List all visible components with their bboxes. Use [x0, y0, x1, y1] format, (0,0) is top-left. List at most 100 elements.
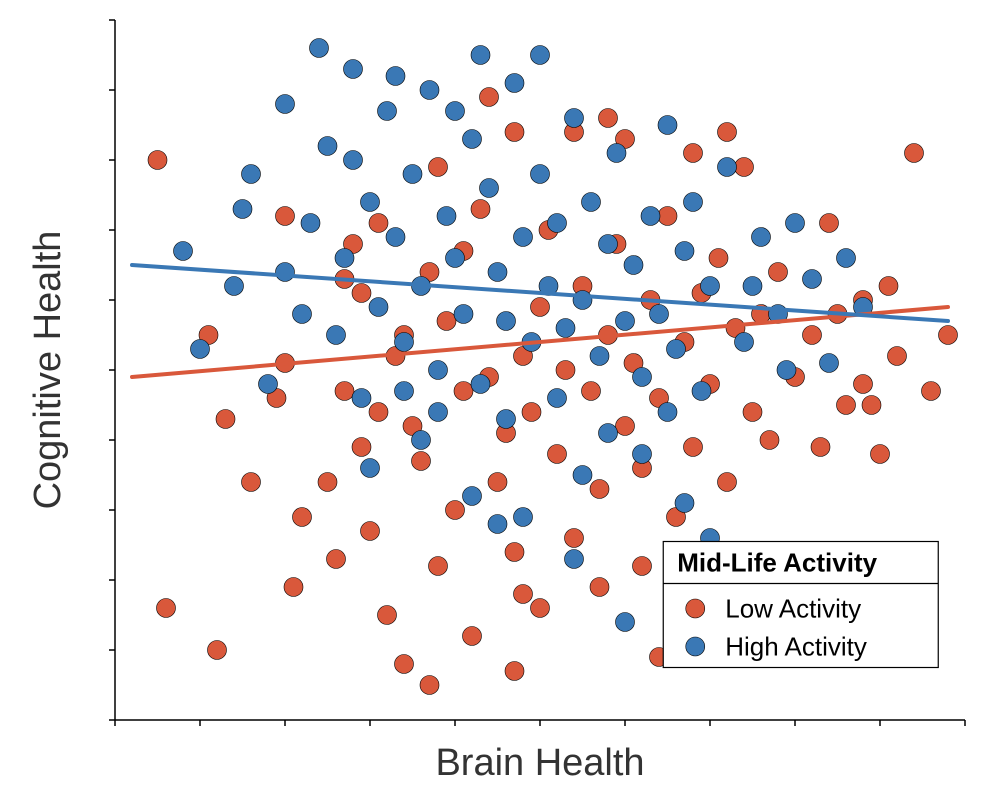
data-point [420, 81, 439, 100]
data-point [718, 473, 737, 492]
data-point [820, 354, 839, 373]
data-point [684, 438, 703, 457]
legend: Mid-Life Activity Low Activity High Activi… [663, 542, 938, 668]
x-axis-label: Brain Health [435, 742, 644, 784]
data-point [369, 403, 388, 422]
data-point [276, 263, 295, 282]
data-point [599, 424, 618, 443]
data-point [369, 298, 388, 317]
data-point [395, 382, 414, 401]
data-point [837, 396, 856, 415]
data-point [743, 277, 762, 296]
data-point [607, 144, 626, 163]
data-point [769, 263, 788, 282]
data-point [276, 95, 295, 114]
data-point [514, 508, 533, 527]
data-point [488, 515, 507, 534]
data-point [242, 473, 261, 492]
data-point [386, 67, 405, 86]
data-point [531, 165, 550, 184]
chart-svg: Brain Health Cognitive Health Mid-Life Act… [0, 0, 1000, 805]
data-point [454, 382, 473, 401]
legend-label: High Activity [725, 632, 867, 662]
data-point [463, 487, 482, 506]
data-point [573, 291, 592, 310]
data-point [531, 298, 550, 317]
legend-label: Low Activity [725, 594, 861, 624]
data-point [573, 466, 592, 485]
data-point [922, 382, 941, 401]
data-point [752, 228, 771, 247]
data-point [556, 319, 575, 338]
data-point [293, 508, 312, 527]
data-point [505, 123, 524, 142]
data-point [225, 277, 244, 296]
data-point [565, 550, 584, 569]
data-point [777, 361, 796, 380]
data-point [658, 403, 677, 422]
data-point [378, 102, 397, 121]
data-point [446, 249, 465, 268]
data-point [692, 382, 711, 401]
data-point [548, 214, 567, 233]
legend-title: Mid-Life Activity [677, 548, 877, 578]
data-point [471, 375, 490, 394]
data-point [684, 193, 703, 212]
data-point [208, 641, 227, 660]
data-point [590, 578, 609, 597]
data-point [148, 151, 167, 170]
data-point [480, 88, 499, 107]
data-point [803, 326, 822, 345]
data-point [488, 473, 507, 492]
data-point [310, 39, 329, 58]
data-point [743, 403, 762, 422]
legend-marker [686, 599, 705, 618]
data-point [624, 256, 643, 275]
data-point [735, 158, 754, 177]
data-point [616, 312, 635, 331]
data-point [301, 214, 320, 233]
data-point [514, 228, 533, 247]
data-point [514, 585, 533, 604]
data-point [548, 389, 567, 408]
data-point [412, 452, 431, 471]
data-point [675, 242, 694, 261]
data-point [395, 333, 414, 352]
legend-marker [686, 637, 705, 656]
data-point [191, 340, 210, 359]
data-point [157, 599, 176, 618]
data-point [429, 158, 448, 177]
data-point [854, 375, 873, 394]
data-point [327, 550, 346, 569]
data-point [318, 473, 337, 492]
data-point [403, 165, 422, 184]
data-point [437, 312, 456, 331]
y-axis-label: Cognitive Health [27, 231, 69, 510]
data-point [641, 207, 660, 226]
data-point [395, 655, 414, 674]
data-point [548, 445, 567, 464]
data-point [658, 116, 677, 135]
data-point [463, 627, 482, 646]
data-point [616, 613, 635, 632]
data-point [582, 193, 601, 212]
data-point [531, 46, 550, 65]
data-point [437, 207, 456, 226]
data-point [675, 494, 694, 513]
data-point [837, 249, 856, 268]
data-point [505, 543, 524, 562]
data-point [293, 305, 312, 324]
data-point [352, 438, 371, 457]
data-point [378, 606, 397, 625]
data-point [369, 214, 388, 233]
data-point [633, 557, 652, 576]
data-point [429, 403, 448, 422]
data-point [420, 676, 439, 695]
data-point [446, 102, 465, 121]
data-point [327, 326, 346, 345]
data-point [454, 305, 473, 324]
data-point [565, 529, 584, 548]
data-point [216, 410, 235, 429]
data-point [565, 109, 584, 128]
data-point [497, 410, 516, 429]
